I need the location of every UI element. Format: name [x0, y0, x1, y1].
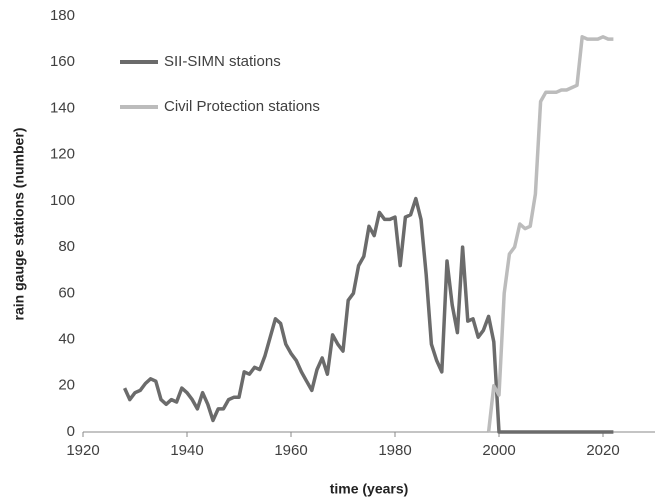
y-tick-label: 140 [50, 99, 75, 116]
x-tick-label: 1980 [378, 442, 411, 459]
x-tick-label: 2020 [586, 442, 619, 459]
x-axis-label: time (years) [330, 481, 409, 497]
y-tick-label: 20 [58, 377, 75, 394]
x-tick-label: 1960 [274, 442, 307, 459]
legend-label: Civil Protection stations [164, 98, 320, 115]
x-tick-label: 2000 [482, 442, 515, 459]
x-tick-label: 1940 [170, 442, 203, 459]
y-tick-label: 160 [50, 53, 75, 70]
series-line [123, 196, 614, 434]
y-tick-label: 0 [67, 423, 75, 440]
series-line [486, 35, 614, 433]
y-tick-label: 120 [50, 146, 75, 163]
y-tick-label: 60 [58, 284, 75, 301]
legend-label: SII-SIMN stations [164, 53, 281, 70]
y-tick-label: 180 [50, 7, 75, 24]
x-tick-label: 1920 [66, 442, 99, 459]
y-tick-label: 40 [58, 331, 75, 348]
y-axis-label: rain gauge stations (number) [11, 128, 27, 321]
y-tick-label: 100 [50, 192, 75, 209]
y-tick-label: 80 [58, 238, 75, 255]
